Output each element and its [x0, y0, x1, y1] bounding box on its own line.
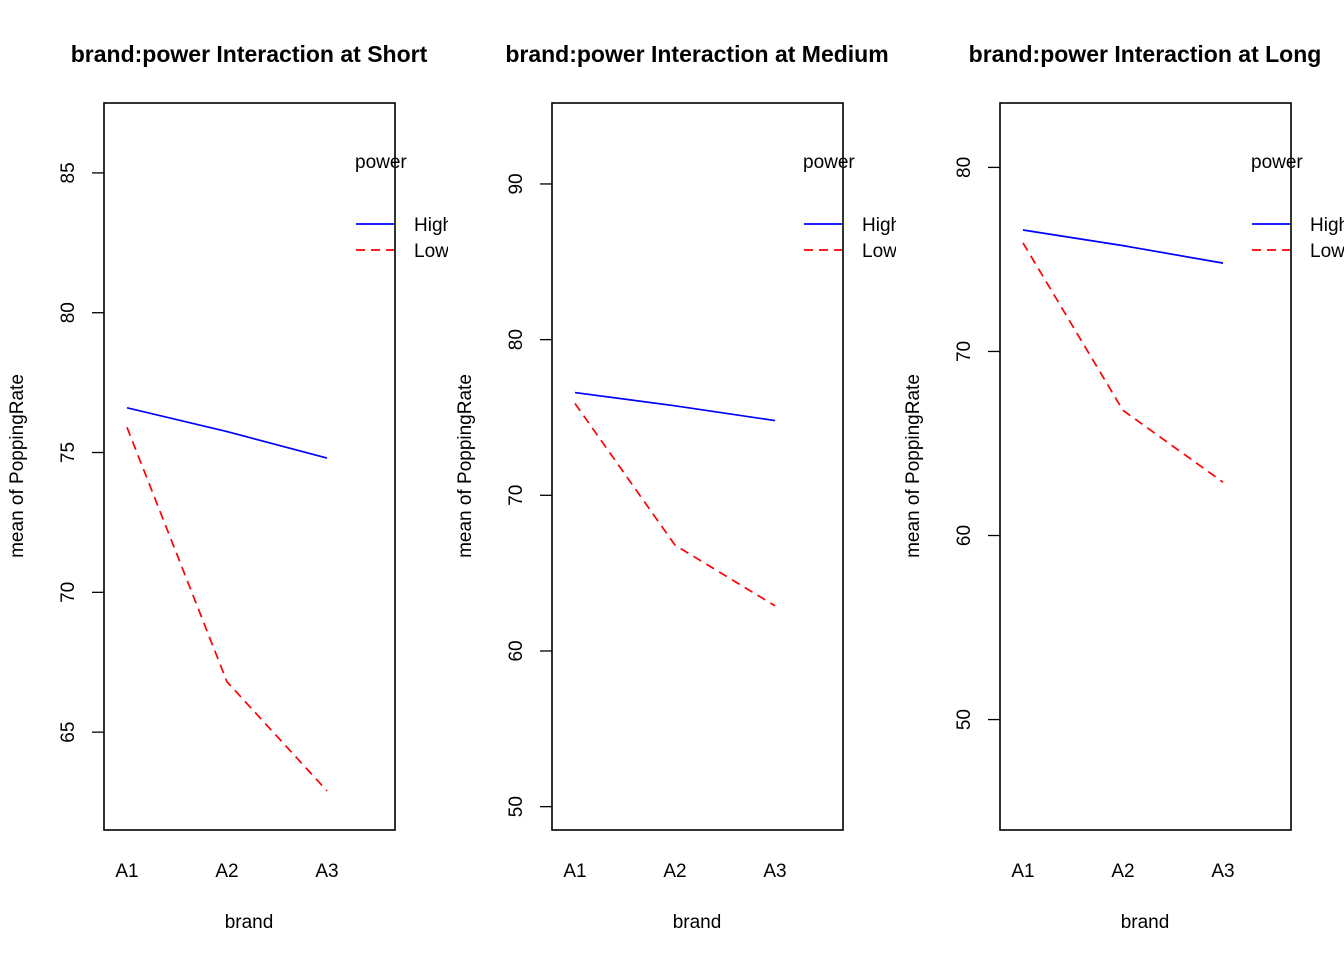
- plot-frame: [999, 102, 1292, 831]
- panel-medium: brand:power Interaction at Medium 50 60 70 8…: [455, 41, 901, 933]
- x-tick-label: A3: [315, 861, 338, 882]
- plot-frame: [103, 102, 396, 831]
- legend-entry: High: [1310, 215, 1344, 236]
- chart-title: brand:power Interaction at Medium: [505, 41, 888, 67]
- y-tick-label: 70: [506, 485, 527, 506]
- x-axis-label: brand: [225, 912, 274, 933]
- chart-title: brand:power Interaction at Long: [969, 41, 1322, 67]
- y-tick-label: 65: [58, 722, 79, 743]
- x-tick-label: A1: [1011, 861, 1034, 882]
- series-line-high: [574, 391, 776, 422]
- series-line-low: [1022, 242, 1224, 483]
- x-tick-label: A2: [215, 861, 238, 882]
- x-axis-label: brand: [1121, 912, 1170, 933]
- y-axis-label: mean of PoppingRate: [903, 374, 924, 558]
- y-axis-label: mean of PoppingRate: [455, 374, 476, 558]
- y-tick-label: 80: [954, 157, 975, 178]
- y-tick-label: 80: [506, 329, 527, 350]
- y-tick-label: 60: [954, 525, 975, 546]
- y-tick-label: 70: [58, 582, 79, 603]
- legend-entry: High: [414, 215, 453, 236]
- legend-entry: Low: [414, 241, 449, 262]
- legend-entry: High: [862, 215, 901, 236]
- series-line-high: [1022, 229, 1224, 264]
- x-tick-label: A1: [563, 861, 586, 882]
- y-tick-label: 60: [506, 640, 527, 661]
- legend-title: power: [355, 152, 407, 173]
- legend-title: power: [803, 152, 855, 173]
- x-tick-label: A2: [1111, 861, 1134, 882]
- plot-frame: [551, 102, 844, 831]
- y-tick-label: 80: [58, 302, 79, 323]
- legend-entry: Low: [1310, 241, 1344, 262]
- y-tick-label: 90: [506, 173, 527, 194]
- y-tick-label: 75: [58, 442, 79, 463]
- x-tick-label: A3: [763, 861, 786, 882]
- y-tick-label: 50: [954, 709, 975, 730]
- x-tick-label: A3: [1211, 861, 1234, 882]
- y-tick-label: 50: [506, 796, 527, 817]
- y-axis-label: mean of PoppingRate: [7, 374, 28, 558]
- legend-entry: Low: [862, 241, 897, 262]
- series-line-low: [126, 427, 328, 792]
- series-line-low: [574, 402, 776, 607]
- panel-short: brand:power Interaction at Short 65 70 75 80…: [7, 41, 453, 933]
- x-axis-label: brand: [673, 912, 722, 933]
- series-line-high: [126, 406, 328, 459]
- x-tick-label: A1: [115, 861, 138, 882]
- y-tick-label: 70: [954, 341, 975, 362]
- chart-title: brand:power Interaction at Short: [71, 41, 428, 67]
- y-tick-label: 85: [58, 162, 79, 183]
- legend-title: power: [1251, 152, 1303, 173]
- panel-long: brand:power Interaction at Long 50 60 70 80 A…: [903, 41, 1344, 933]
- x-tick-label: A2: [663, 861, 686, 882]
